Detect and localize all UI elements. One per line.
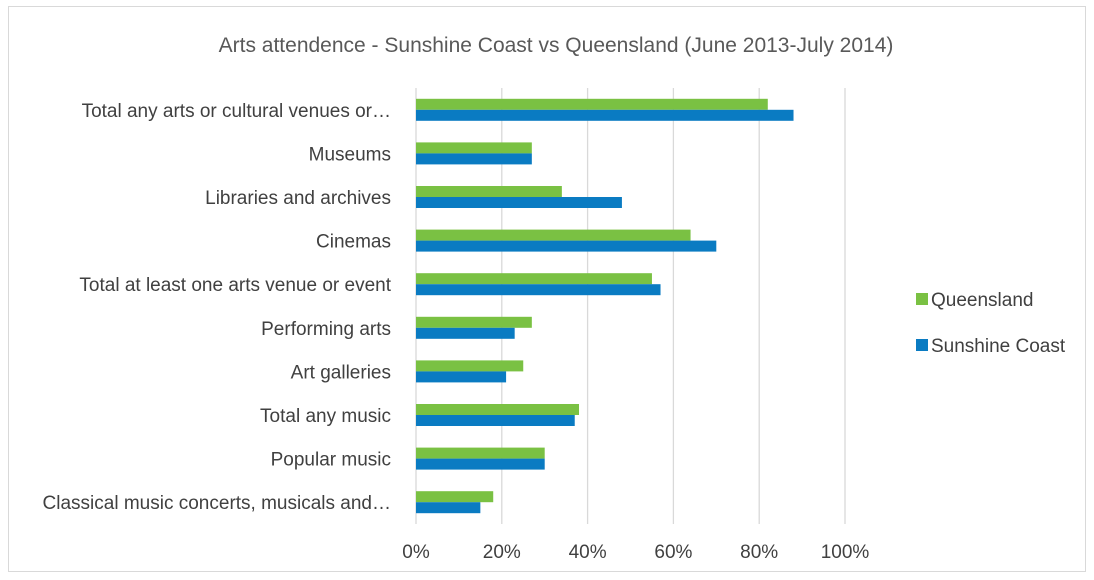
x-tick-label: 40% — [569, 542, 607, 563]
category-label: Classical music concerts, musicals and… — [43, 493, 391, 514]
bar-sunshine-coast — [416, 327, 515, 339]
x-tick-label: 100% — [821, 542, 870, 563]
bar-queensland — [416, 142, 532, 154]
x-tick-label: 80% — [740, 542, 778, 563]
x-axis-tick-labels: 0% 20% 40% 60% 80% 100% — [402, 542, 869, 563]
legend: Queensland Sunshine Coast — [916, 290, 1066, 357]
bar-sunshine-coast — [416, 197, 622, 208]
bar-queensland — [416, 491, 494, 503]
x-tick-label: 20% — [483, 542, 521, 563]
category-label: Performing arts — [261, 319, 391, 340]
x-tick-label: 0% — [402, 542, 430, 563]
bar-sunshine-coast — [416, 458, 545, 470]
bar-queensland — [416, 229, 691, 241]
chart-title: Arts attendence - Sunshine Coast vs Quee… — [219, 34, 894, 57]
bar-queensland — [416, 404, 580, 415]
bar-sunshine-coast — [416, 502, 481, 514]
bar-queensland — [416, 273, 652, 285]
category-label: Total at least one arts venue or event — [79, 275, 391, 296]
category-label: Total any music — [260, 406, 391, 427]
bars — [416, 98, 794, 514]
bar-queensland — [416, 98, 768, 110]
bar-queensland — [416, 360, 524, 372]
x-tick-label: 60% — [654, 542, 692, 563]
bar-sunshine-coast — [416, 153, 532, 165]
legend-label: Sunshine Coast — [931, 336, 1066, 357]
category-label: Libraries and archives — [205, 188, 391, 209]
category-label: Art galleries — [291, 362, 391, 383]
bar-queensland — [416, 447, 545, 459]
legend-swatch — [916, 293, 928, 305]
category-label: Cinemas — [316, 232, 391, 253]
bar-sunshine-coast — [416, 109, 794, 121]
bar-sunshine-coast — [416, 284, 661, 296]
bar-sunshine-coast — [416, 371, 507, 383]
bar-queensland — [416, 186, 562, 197]
category-label: Popular music — [271, 450, 391, 471]
legend-swatch — [916, 339, 928, 351]
bar-queensland — [416, 316, 532, 328]
bar-sunshine-coast — [416, 415, 575, 426]
category-label: Total any arts or cultural venues or… — [82, 101, 391, 122]
legend-label: Queensland — [931, 290, 1033, 311]
category-label: Museums — [309, 144, 391, 165]
bar-sunshine-coast — [416, 240, 717, 252]
category-labels: Total any arts or cultural venues or… Mus… — [43, 101, 392, 514]
